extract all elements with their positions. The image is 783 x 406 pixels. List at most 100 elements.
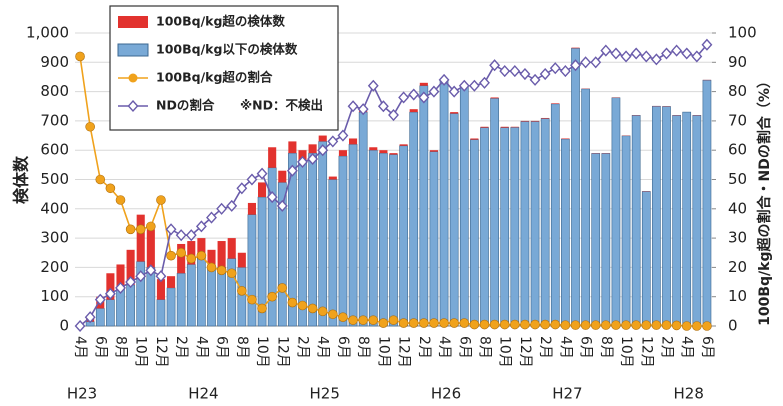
- bar: [237, 252, 246, 268]
- y2-tick-label: 100: [728, 24, 757, 42]
- marker: [176, 247, 186, 258]
- marker: [85, 121, 95, 132]
- x-tick-label: 6月: [456, 336, 472, 359]
- legend-marker: [128, 73, 138, 83]
- marker: [520, 319, 530, 330]
- bar: [409, 111, 419, 327]
- bar: [500, 126, 509, 128]
- bar: [308, 144, 317, 154]
- marker: [94, 293, 106, 306]
- marker: [509, 65, 521, 78]
- x-tick-label: 2月: [416, 336, 432, 359]
- bar: [338, 150, 347, 157]
- bar: [358, 111, 368, 327]
- marker: [530, 319, 540, 330]
- x-tick-label: 4月: [72, 336, 88, 359]
- bar: [207, 249, 216, 268]
- group-label: H27: [552, 385, 582, 403]
- bar: [308, 152, 317, 327]
- marker: [438, 73, 450, 86]
- bar: [520, 121, 530, 327]
- bar: [166, 287, 176, 327]
- marker: [257, 303, 267, 314]
- y-tick-label: 0: [59, 317, 69, 335]
- x-tick-label: 10月: [497, 336, 513, 368]
- bar: [186, 264, 196, 327]
- marker: [328, 309, 338, 320]
- bar: [257, 196, 267, 327]
- marker: [185, 229, 197, 242]
- bar: [490, 98, 499, 327]
- marker: [146, 221, 156, 232]
- y2-tick-label: 30: [728, 229, 747, 247]
- bar: [450, 112, 459, 114]
- marker: [266, 191, 278, 204]
- bar: [520, 120, 529, 122]
- bar: [156, 299, 166, 327]
- bar: [449, 113, 459, 327]
- bar: [95, 308, 105, 327]
- marker: [338, 312, 348, 323]
- marker: [489, 59, 501, 72]
- bar: [480, 127, 489, 327]
- marker: [529, 73, 541, 86]
- marker: [216, 265, 227, 276]
- legend-label: 100Bq/kg超の割合: [156, 70, 273, 85]
- marker: [580, 320, 591, 330]
- x-tick-label: 8月: [477, 336, 493, 359]
- y-tick-label: 500: [40, 170, 69, 188]
- bar: [349, 138, 358, 145]
- legend-label: 100Bq/kg以下の検体数: [156, 42, 298, 57]
- marker: [156, 195, 166, 205]
- marker: [560, 320, 571, 330]
- marker: [499, 319, 510, 330]
- bar: [652, 105, 661, 327]
- bar: [379, 150, 388, 154]
- group-label: H24: [188, 385, 218, 403]
- marker: [135, 224, 146, 235]
- bar: [389, 154, 398, 327]
- marker: [307, 152, 319, 166]
- marker: [317, 306, 328, 317]
- marker: [620, 50, 632, 63]
- marker: [155, 270, 167, 283]
- group-label: H25: [310, 385, 340, 403]
- marker: [368, 315, 379, 325]
- bar: [288, 141, 297, 154]
- bar: [126, 284, 135, 327]
- bar: [702, 79, 712, 327]
- marker: [671, 320, 682, 331]
- bar: [379, 152, 388, 327]
- x-tick-label: 12月: [396, 336, 412, 368]
- bar: [490, 97, 499, 99]
- x-tick-label: 10月: [618, 336, 634, 368]
- bar: [177, 243, 186, 274]
- marker: [439, 318, 449, 328]
- bar: [459, 86, 469, 327]
- marker: [377, 100, 389, 113]
- x-tick-label: 8月: [234, 336, 250, 359]
- marker: [378, 318, 389, 328]
- marker: [104, 287, 116, 300]
- marker: [398, 91, 410, 104]
- bar: [601, 153, 611, 327]
- bar: [247, 214, 257, 327]
- bar: [621, 135, 631, 327]
- marker: [276, 199, 288, 212]
- marker: [398, 318, 409, 328]
- marker: [580, 56, 592, 69]
- y2-tick-label: 80: [728, 82, 747, 100]
- x-tick-label: 6月: [578, 336, 594, 359]
- bar: [318, 135, 327, 142]
- marker: [641, 320, 652, 330]
- marker: [135, 270, 147, 283]
- marker: [175, 229, 187, 242]
- marker: [115, 195, 126, 205]
- marker: [196, 250, 207, 261]
- marker: [348, 315, 358, 325]
- bar: [156, 279, 165, 300]
- marker: [661, 47, 672, 60]
- marker: [621, 320, 631, 330]
- bar: [217, 267, 226, 327]
